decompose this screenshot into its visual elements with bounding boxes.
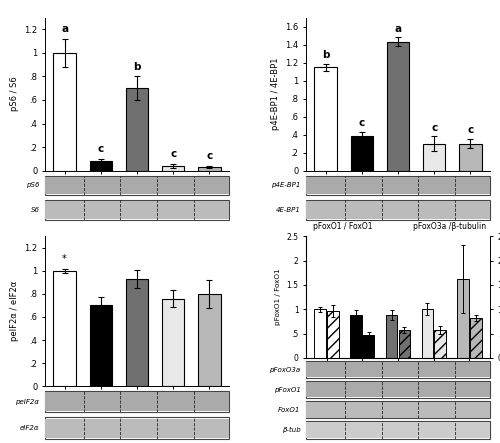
Bar — [162, 299, 184, 386]
Text: pS6: pS6 — [26, 183, 40, 188]
Text: S6: S6 — [30, 207, 40, 213]
Y-axis label: pS6 / S6: pS6 / S6 — [10, 77, 18, 112]
Text: c: c — [431, 123, 438, 133]
Text: c: c — [206, 151, 212, 161]
Bar — [423, 144, 446, 171]
Bar — [422, 309, 433, 358]
Bar — [350, 315, 362, 358]
Bar — [459, 144, 481, 171]
Text: b: b — [322, 50, 330, 60]
Text: pFoxO1: pFoxO1 — [274, 387, 300, 392]
Text: pFoxO3a: pFoxO3a — [270, 366, 300, 373]
Text: pFoxO1 / FoxO1: pFoxO1 / FoxO1 — [313, 222, 372, 231]
Bar — [314, 309, 326, 358]
Bar — [387, 42, 409, 171]
Text: 4E-BP1: 4E-BP1 — [276, 207, 300, 213]
Bar — [126, 279, 148, 386]
Text: peIF2α: peIF2α — [16, 399, 40, 405]
Text: *: * — [62, 254, 67, 264]
Y-axis label: pFoxO1 / FoxO1: pFoxO1 / FoxO1 — [275, 269, 281, 326]
Y-axis label: p4E-BP1 / 4E-BP1: p4E-BP1 / 4E-BP1 — [270, 58, 280, 130]
Text: a: a — [394, 24, 402, 34]
Bar — [458, 279, 469, 358]
Bar — [399, 330, 410, 358]
Text: p4E-BP1: p4E-BP1 — [271, 183, 300, 188]
Text: FoxO1: FoxO1 — [278, 407, 300, 413]
Text: c: c — [170, 149, 176, 159]
Text: eIF2α: eIF2α — [20, 425, 40, 431]
Text: pFoxO3a /β-tubulin: pFoxO3a /β-tubulin — [413, 222, 486, 231]
Bar — [350, 136, 373, 171]
Bar — [314, 67, 337, 171]
Bar — [386, 315, 398, 358]
Text: β-tub: β-tub — [282, 427, 300, 433]
Bar — [198, 167, 220, 171]
Y-axis label: peIF2α / eIF2α: peIF2α / eIF2α — [10, 281, 18, 341]
Bar — [90, 161, 112, 171]
Text: c: c — [358, 118, 365, 128]
Text: c: c — [98, 144, 104, 154]
Text: b: b — [133, 62, 140, 72]
Bar — [198, 294, 220, 386]
Bar — [434, 330, 446, 358]
Bar — [363, 335, 374, 358]
Bar — [328, 311, 339, 358]
Text: a: a — [61, 24, 68, 34]
Bar — [162, 166, 184, 171]
Bar — [54, 53, 76, 171]
Bar — [54, 271, 76, 386]
Bar — [126, 88, 148, 171]
Bar — [470, 318, 482, 358]
Text: c: c — [468, 125, 473, 136]
Bar — [90, 305, 112, 386]
